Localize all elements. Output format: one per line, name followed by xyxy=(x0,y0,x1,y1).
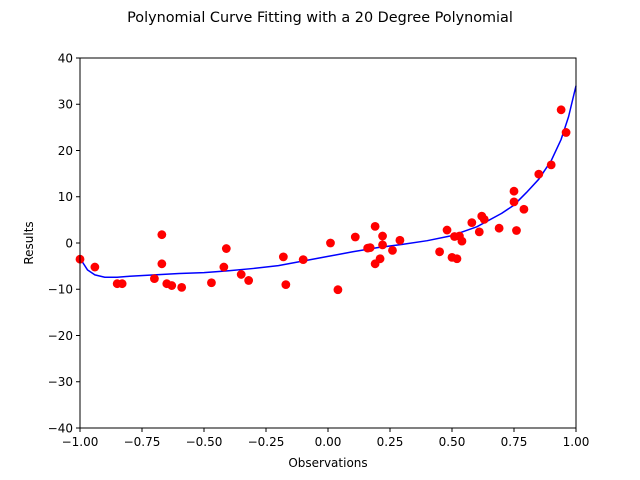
y-tick-label: 10 xyxy=(58,190,73,204)
data-point xyxy=(556,105,566,115)
x-tick-label: −0.25 xyxy=(248,435,285,449)
data-point xyxy=(512,226,521,235)
data-point xyxy=(150,274,159,284)
data-point xyxy=(177,283,187,292)
y-axis-label: Results xyxy=(22,221,36,264)
data-point xyxy=(494,223,504,233)
chart-title: Polynomial Curve Fitting with a 20 Degre… xyxy=(127,10,513,26)
y-tick-label: 20 xyxy=(58,144,73,158)
x-axis: −1.00 −0.75 −0.50 −0.25 0.00 0.25 0.50 0.75 1.00 xyxy=(62,428,590,449)
data-point xyxy=(375,254,385,264)
data-point xyxy=(221,244,231,253)
data-point xyxy=(219,262,229,272)
data-point xyxy=(388,246,397,255)
data-point xyxy=(370,221,380,231)
data-point xyxy=(474,227,484,237)
y-tick-label: 30 xyxy=(58,98,73,112)
data-point xyxy=(298,255,308,265)
data-point xyxy=(167,281,177,290)
data-point xyxy=(157,230,167,240)
data-point xyxy=(157,259,167,269)
data-point xyxy=(278,252,288,262)
data-point xyxy=(442,225,452,235)
data-point xyxy=(326,238,335,248)
y-tick-label: −30 xyxy=(48,375,73,389)
data-point xyxy=(207,278,216,288)
data-point xyxy=(350,232,360,242)
data-point xyxy=(244,276,254,285)
data-point xyxy=(509,197,519,207)
y-tick-label: 40 xyxy=(58,51,73,65)
data-point xyxy=(561,128,571,137)
data-point xyxy=(479,215,489,224)
y-tick-label: 0 xyxy=(65,236,73,250)
data-point xyxy=(457,236,467,246)
data-point xyxy=(281,280,291,290)
data-point xyxy=(365,243,375,253)
x-tick-label: −0.75 xyxy=(124,435,161,449)
x-tick-label: 0.50 xyxy=(439,435,466,449)
plot-area xyxy=(75,57,577,429)
x-tick-label: 0.00 xyxy=(315,435,342,449)
y-tick-label: −20 xyxy=(48,329,73,343)
data-point xyxy=(467,218,477,228)
y-axis: −40 −30 −20 −10 0 10 20 30 40 xyxy=(48,51,80,435)
x-tick-label: −0.50 xyxy=(186,435,223,449)
data-point xyxy=(546,160,556,170)
x-tick-label: −1.00 xyxy=(62,435,99,449)
data-point xyxy=(378,231,387,241)
y-tick-label: −40 xyxy=(48,421,73,435)
data-point xyxy=(90,262,100,272)
x-tick-label: 1.00 xyxy=(563,435,590,449)
y-tick-label: −10 xyxy=(48,283,73,297)
data-point xyxy=(435,247,444,257)
data-point xyxy=(236,270,246,279)
x-tick-label: 0.25 xyxy=(377,435,404,449)
data-point xyxy=(452,254,462,264)
x-axis-label: Observations xyxy=(288,456,367,470)
data-point xyxy=(378,240,387,250)
x-tick-label: 0.75 xyxy=(501,435,528,449)
fit-curve xyxy=(79,85,577,278)
data-point xyxy=(509,186,519,196)
data-point xyxy=(117,279,127,289)
data-point xyxy=(333,285,343,295)
data-point xyxy=(519,204,529,214)
data-point xyxy=(395,235,405,245)
scatter-layer xyxy=(75,105,571,295)
fit-line-layer xyxy=(79,85,577,278)
data-point xyxy=(534,169,544,179)
